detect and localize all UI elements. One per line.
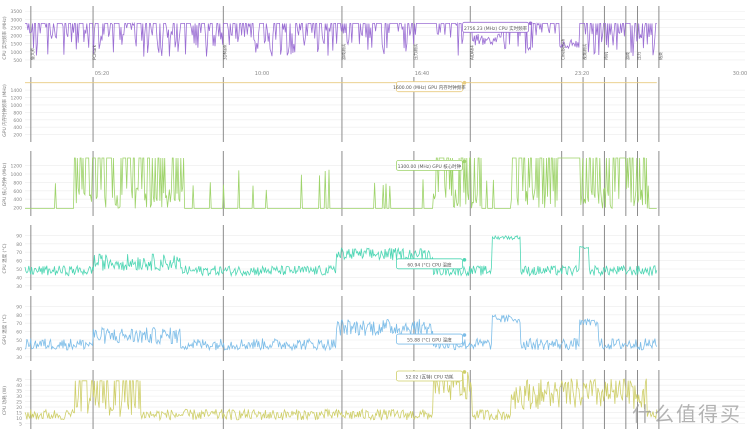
y-tick-label-1-4: 1000 — [11, 103, 23, 109]
marker-label-6: Cinebench — [561, 38, 566, 60]
tooltip-point-3 — [462, 258, 467, 262]
y-tick-label-3-4: 70 — [16, 250, 22, 256]
y-tick-label-4-1: 40 — [16, 346, 22, 352]
series-line-0 — [25, 21, 657, 57]
tooltip-box-3 — [396, 258, 463, 270]
y-tick-label-3-0: 30 — [16, 284, 22, 290]
y-tick-label-0-1: 1000 — [11, 50, 23, 56]
y-tick-label-1-5: 1200 — [11, 96, 23, 102]
x-tick-label-3: 23:20 — [575, 71, 589, 77]
y-axis-label-5: CPU 功耗 (W) — [1, 386, 8, 415]
marker-label-3: 游戏测试 — [340, 44, 346, 60]
y-tick-label-4-6: 90 — [16, 304, 22, 310]
y-tick-label-3-1: 40 — [16, 275, 22, 281]
tooltip-box-0 — [462, 21, 529, 33]
tooltip-box-4 — [396, 333, 463, 345]
y-tick-label-5-7: 40 — [16, 383, 22, 389]
marker-label-1: PCMark — [92, 44, 97, 60]
marker-label-10: 压力 — [636, 52, 642, 60]
marker-label-11: 结束 — [657, 52, 663, 60]
y-tick-label-3-3: 60 — [16, 259, 22, 265]
y-tick-label-5-4: 25 — [16, 400, 22, 406]
y-tick-label-0-6: 3500 — [11, 9, 23, 15]
y-tick-label-1-3: 800 — [13, 110, 22, 116]
tooltip-point-1 — [462, 80, 467, 85]
tooltip-text-5: 52.02 (瓦特) CPU 功耗 — [406, 373, 454, 380]
series-line-5 — [24, 371, 658, 422]
tooltip-text-0: 2756.23 (MHz) CPU 实时频率 — [464, 25, 528, 32]
y-tick-label-1-2: 600 — [13, 118, 22, 124]
y-tick-label-4-4: 70 — [16, 321, 22, 327]
marker-label-7: 视频测试 — [581, 44, 587, 60]
y-tick-label-0-5: 3000 — [11, 17, 23, 23]
marker-label-2: 3DMark — [222, 44, 227, 60]
tooltip-text-2: 1300.00 (MHz) GPU 核心时钟 — [398, 163, 462, 170]
marker-label-8: 待机 — [602, 52, 608, 60]
marker-label-4: 压力测试 — [412, 44, 418, 60]
tooltip-box-5 — [396, 370, 463, 382]
y-tick-label-1-6: 1400 — [11, 88, 23, 94]
tooltip-point-5 — [462, 370, 467, 374]
y-tick-label-0-3: 2000 — [11, 34, 23, 40]
y-tick-label-4-0: 30 — [16, 355, 22, 361]
tooltip-text-3: 60.94 (°C) CPU 温度 — [407, 261, 452, 268]
y-tick-label-2-1: 400 — [13, 197, 22, 203]
tooltip-point-0 — [528, 21, 533, 26]
y-tick-label-5-0: 5 — [19, 422, 22, 428]
x-tick-label-0: 05:20 — [95, 71, 109, 77]
y-tick-label-4-3: 60 — [16, 330, 22, 336]
y-tick-label-3-2: 50 — [16, 267, 22, 273]
y-tick-label-2-0: 200 — [13, 206, 22, 212]
y-tick-label-5-8: 45 — [16, 378, 22, 384]
tooltip-box-2 — [396, 159, 463, 171]
y-tick-label-2-2: 600 — [13, 189, 22, 195]
series-line-3 — [24, 234, 658, 278]
y-tick-label-0-2: 1500 — [11, 42, 23, 48]
y-tick-label-5-6: 35 — [16, 389, 22, 395]
y-tick-label-5-2: 15 — [16, 411, 22, 417]
y-tick-label-5-1: 10 — [16, 416, 22, 422]
x-tick-label-1: 10:00 — [255, 71, 269, 77]
y-axis-label-0: CPU 实时频率 (MHz) — [1, 16, 8, 59]
y-tick-label-2-4: 1000 — [11, 172, 23, 178]
watermark: 什么值得买 — [632, 402, 742, 426]
y-tick-label-5-5: 30 — [16, 394, 22, 400]
tooltip-point-4 — [462, 333, 467, 337]
y-tick-label-0-0: 500 — [13, 58, 22, 64]
y-tick-label-2-5: 1200 — [11, 164, 23, 170]
y-tick-label-1-1: 400 — [13, 125, 22, 131]
y-tick-label-3-5: 80 — [16, 242, 22, 248]
y-tick-label-4-2: 50 — [16, 338, 22, 344]
tooltip-text-4: 55.88 (°C) GPU 温度 — [407, 337, 452, 344]
y-axis-label-3: CPU 温度 (°C) — [1, 243, 8, 273]
tooltip-text-1: 1600.00 (MHz) GPU 内存时钟频率 — [393, 84, 466, 91]
marker-label-0: 鲁大师 — [29, 48, 35, 60]
y-tick-label-5-3: 20 — [16, 405, 22, 411]
series-line-4 — [24, 313, 658, 352]
y-tick-label-0-4: 2500 — [11, 25, 23, 31]
y-tick-label-3-6: 90 — [16, 233, 22, 239]
x-tick-label-4: 30:00 — [733, 71, 747, 77]
marker-label-5: AIDA64 — [469, 45, 474, 60]
series-line-2 — [25, 157, 657, 210]
tooltip-point-2 — [462, 159, 467, 164]
marker-label-9: 游戏 — [624, 52, 630, 60]
y-axis-label-2: GPU 核心时钟 (MHz) — [1, 163, 8, 207]
y-tick-label-4-5: 80 — [16, 313, 22, 319]
tooltip-box-1 — [396, 81, 463, 93]
x-tick-label-2: 16:40 — [415, 71, 429, 77]
y-axis-label-1: GPU 内存时钟频率 (MHz) — [1, 84, 8, 137]
y-tick-label-1-0: 200 — [13, 133, 22, 139]
y-tick-label-2-3: 800 — [13, 180, 22, 186]
y-axis-label-4: GPU 温度 (°C) — [1, 314, 8, 345]
